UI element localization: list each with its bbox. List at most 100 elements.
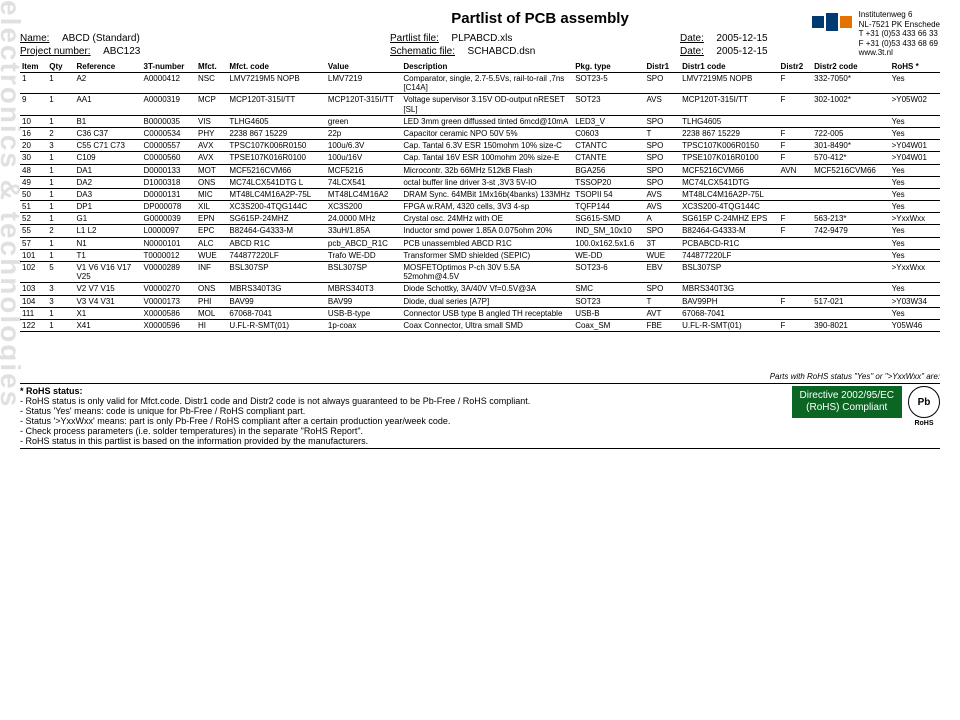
table-cell: SPO — [644, 115, 680, 127]
table-cell: 1 — [47, 237, 74, 249]
footnote-heading: * RoHS status: — [20, 386, 530, 396]
table-cell: Yes — [890, 201, 940, 213]
table-cell: D0000133 — [142, 164, 196, 176]
table-cell: 49 — [20, 176, 47, 188]
table-cell: 1 — [47, 307, 74, 319]
table-cell: 3 — [47, 295, 74, 307]
table-cell: V0000289 — [142, 262, 196, 283]
footnote-l1: - RoHS status is only valid for Mfct.cod… — [20, 396, 530, 406]
table-cell: MBRS340T3G — [227, 283, 325, 295]
table-cell — [779, 249, 813, 261]
column-header: Qty — [47, 61, 74, 73]
table-cell: F — [779, 94, 813, 115]
table-cell: DRAM Sync. 64MBit 1Mx16b(4banks) 133MHz — [401, 188, 573, 200]
column-header: Pkg. type — [573, 61, 644, 73]
table-row: 521G1G0000039EPNSG615P-24MHZ24.0000 MHzC… — [20, 213, 940, 225]
table-cell: 390-8021 — [812, 319, 890, 331]
table-cell: B82464-G4333-M — [227, 225, 325, 237]
table-cell: A0000412 — [142, 73, 196, 94]
table-cell: EPC — [196, 225, 227, 237]
table-cell: 24.0000 MHz — [326, 213, 401, 225]
table-cell: 2 — [47, 127, 74, 139]
column-header: Item — [20, 61, 47, 73]
table-cell: MCP120T-315I/TT — [227, 94, 325, 115]
table-cell: octal buffer line driver 3-st ,3V3 5V-IO — [401, 176, 573, 188]
table-cell: 1 — [47, 319, 74, 331]
table-cell: MT48LC4M16A2 — [326, 188, 401, 200]
table-cell: LED 3mm green diffussed tinted 6mcd@10mA — [401, 115, 573, 127]
table-cell: X0000586 — [142, 307, 196, 319]
table-cell: ABCD R1C — [227, 237, 325, 249]
footnote-l5: - RoHS status in this partlist is based … — [20, 436, 530, 446]
company-block: Institutenweg 6 NL-7521 PK Enschede T +3… — [812, 10, 940, 58]
table-cell: Yes — [890, 176, 940, 188]
table-cell: SOT23-5 — [573, 73, 644, 94]
table-cell — [812, 201, 890, 213]
table-cell: X0000596 — [142, 319, 196, 331]
table-cell: BSL307SP — [326, 262, 401, 283]
table-cell: EBV — [644, 262, 680, 283]
table-cell: Yes — [890, 237, 940, 249]
table-cell: MC74LCX541DTG — [680, 176, 778, 188]
table-cell: Yes — [890, 164, 940, 176]
table-cell: T — [644, 295, 680, 307]
table-cell: 1 — [47, 201, 74, 213]
table-cell: NSC — [196, 73, 227, 94]
table-cell: A — [644, 213, 680, 225]
table-cell — [812, 115, 890, 127]
table-cell: WE-DD — [573, 249, 644, 261]
table-cell: Crystal osc. 24MHz with OE — [401, 213, 573, 225]
table-row: 1011T1T0000012WUE744877220LFTrafo WE-DDT… — [20, 249, 940, 261]
table-cell: Diode, dual series [A7P] — [401, 295, 573, 307]
table-cell: V2 V7 V15 — [74, 283, 141, 295]
table-cell: BAV99 — [227, 295, 325, 307]
table-cell: N1 — [74, 237, 141, 249]
table-cell: A2 — [74, 73, 141, 94]
table-cell: 122 — [20, 319, 47, 331]
table-cell: 2238 867 15229 — [227, 127, 325, 139]
table-cell — [779, 176, 813, 188]
table-row: 571N1N0000101ALCABCD R1Cpcb_ABCD_R1CPCB … — [20, 237, 940, 249]
table-cell: DP1 — [74, 201, 141, 213]
table-cell: DA2 — [74, 176, 141, 188]
column-header: Distr2 — [779, 61, 813, 73]
table-cell: SPO — [644, 73, 680, 94]
table-cell: 722-005 — [812, 127, 890, 139]
table-cell: DP000078 — [142, 201, 196, 213]
column-header: 3T-number — [142, 61, 196, 73]
table-cell: F — [779, 73, 813, 94]
table-cell: ONS — [196, 283, 227, 295]
table-cell — [779, 188, 813, 200]
table-row: 11A2A0000412NSCLMV7219M5 NOPBLMV7219Comp… — [20, 73, 940, 94]
schematic-file-value: SCHABCD.dsn — [468, 46, 536, 57]
table-cell: SG615P C-24MHZ EPS — [680, 213, 778, 225]
table-cell: 111 — [20, 307, 47, 319]
column-header: Distr1 — [644, 61, 680, 73]
table-cell: XC3S200 — [326, 201, 401, 213]
directive-line1: Directive 2002/95/EC — [800, 390, 895, 402]
rohs-badge-icon: Pb RoHS — [908, 386, 940, 418]
table-cell: Y05W46 — [890, 319, 940, 331]
table-cell: MCP — [196, 94, 227, 115]
table-cell: LMV7219M5 NOPB — [680, 73, 778, 94]
table-cell: Trafo WE-DD — [326, 249, 401, 261]
table-cell: 22p — [326, 127, 401, 139]
table-cell: green — [326, 115, 401, 127]
table-row: 481DA1D0000133MOTMCF5216CVM66MCF5216Micr… — [20, 164, 940, 176]
table-cell: MCF5216CVM66 — [812, 164, 890, 176]
table-cell: U.FL-R-SMT(01) — [227, 319, 325, 331]
table-cell: Capacitor ceramic NPO 50V 5% — [401, 127, 573, 139]
table-cell: DA3 — [74, 188, 141, 200]
table-cell: T1 — [74, 249, 141, 261]
table-cell: SPO — [644, 152, 680, 164]
table-cell: EPN — [196, 213, 227, 225]
table-cell: ONS — [196, 176, 227, 188]
table-cell: PCBABCD-R1C — [680, 237, 778, 249]
table-cell: 2238 867 15229 — [680, 127, 778, 139]
table-cell: Cap. Tantal 16V ESR 100mohm 20% size-E — [401, 152, 573, 164]
table-cell: 10 — [20, 115, 47, 127]
table-cell: 100u/6.3V — [326, 140, 401, 152]
table-header-row: ItemQtyReference3T-numberMfct.Mfct. code… — [20, 61, 940, 73]
table-cell — [812, 176, 890, 188]
table-cell — [779, 307, 813, 319]
